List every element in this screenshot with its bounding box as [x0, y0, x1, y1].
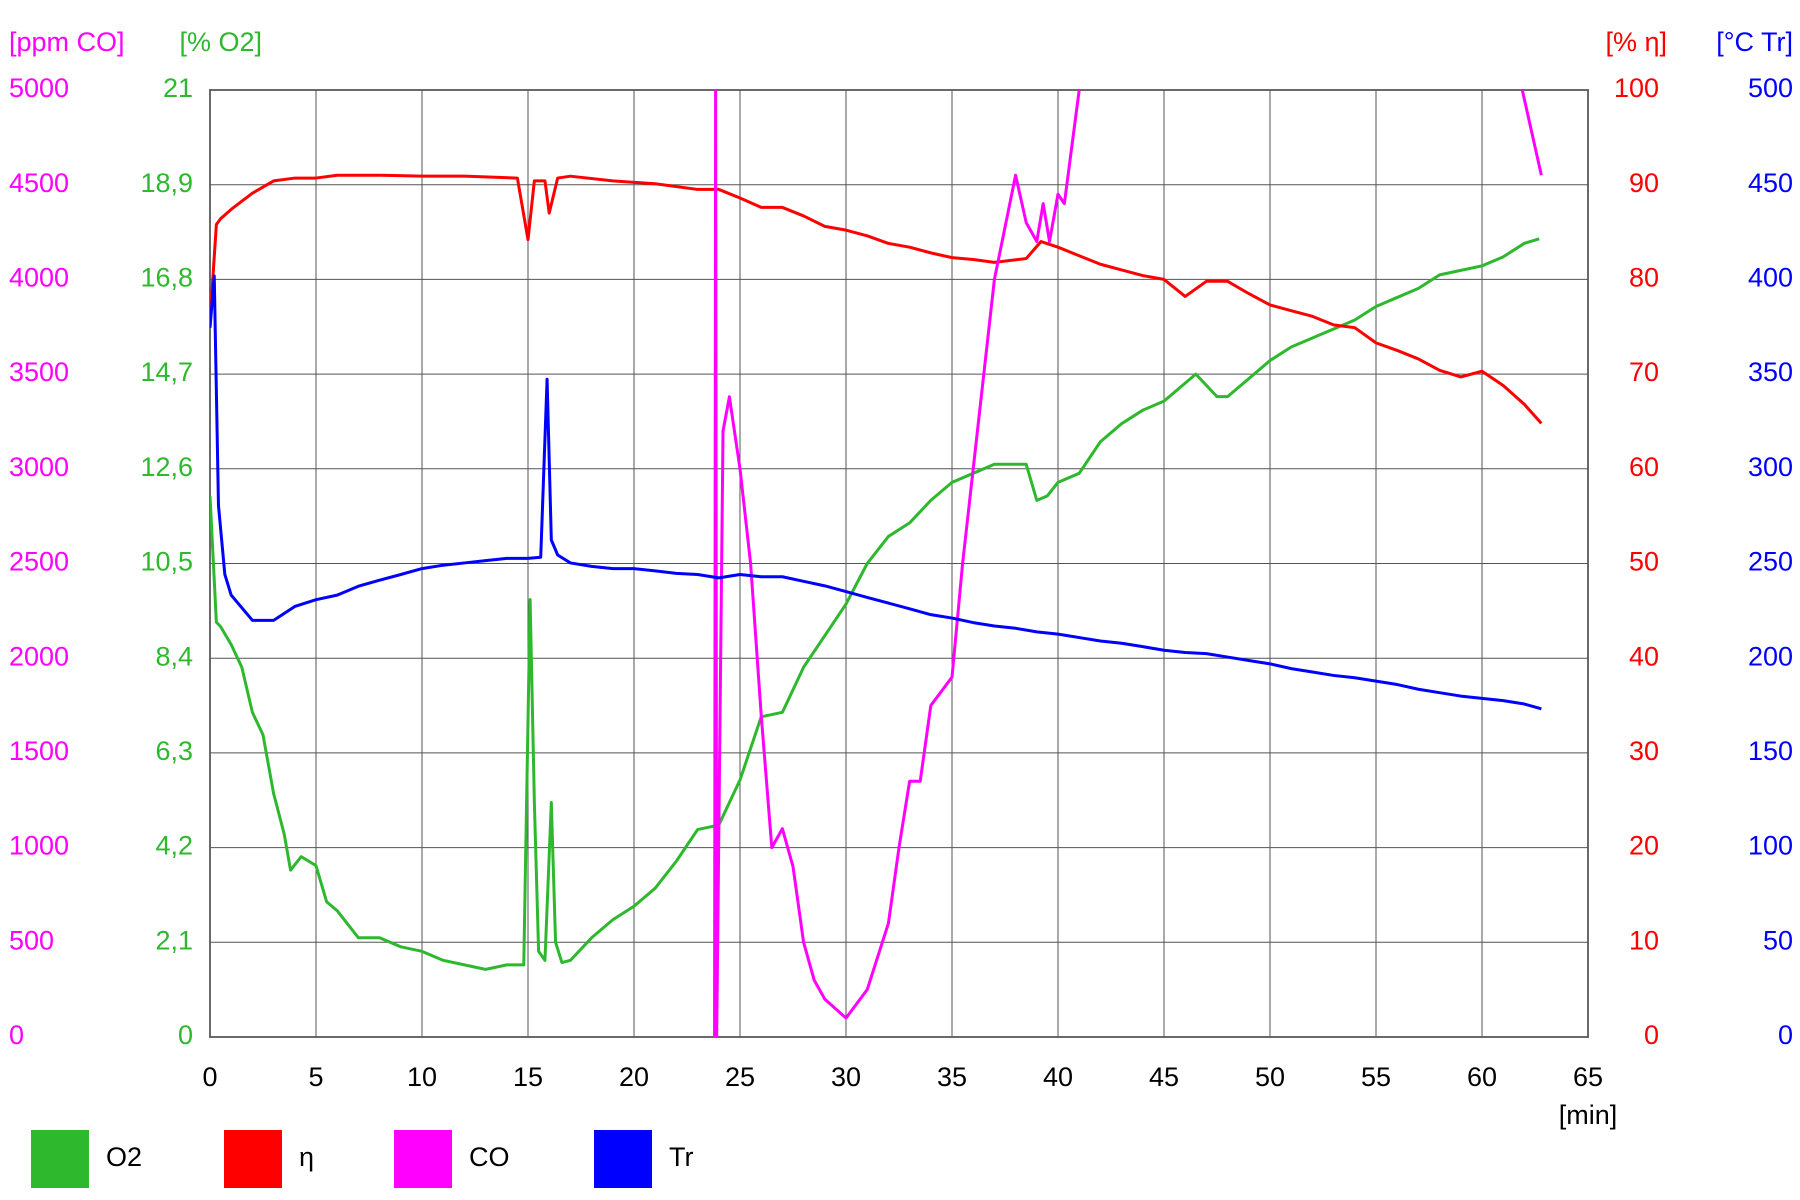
x-tick-label: 40	[1043, 1062, 1073, 1092]
y4-tick-label: 500	[1748, 73, 1793, 103]
y-tick-label: 2000	[9, 641, 69, 671]
y2-tick-label: 18,9	[140, 168, 193, 198]
legend-label: CO	[469, 1142, 510, 1172]
y3-tick-label: 100	[1614, 73, 1659, 103]
y-tick-label: 2500	[9, 547, 69, 577]
y3-tick-label: 0	[1644, 1020, 1659, 1050]
y4-tick-label: 0	[1778, 1020, 1793, 1050]
y2-tick-label: 16,8	[140, 263, 193, 293]
x-tick-label: 20	[619, 1062, 649, 1092]
x-tick-label: 55	[1361, 1062, 1391, 1092]
y2-axis-label: [% O2]	[179, 27, 262, 57]
y4-axis-label: [°C Tr]	[1716, 27, 1793, 57]
x-tick-label: 25	[725, 1062, 755, 1092]
legend-swatch	[594, 1130, 652, 1188]
y3-tick-label: 60	[1629, 452, 1659, 482]
y3-axis-label: [% η]	[1605, 27, 1667, 57]
y-tick-label: 1500	[9, 736, 69, 766]
y3-tick-label: 50	[1629, 547, 1659, 577]
y3-tick-label: 80	[1629, 263, 1659, 293]
y2-tick-label: 10,5	[140, 547, 193, 577]
legend-swatch	[31, 1130, 89, 1188]
y2-tick-label: 21	[163, 73, 193, 103]
y3-tick-label: 10	[1629, 925, 1659, 955]
y4-tick-label: 200	[1748, 641, 1793, 671]
y3-tick-label: 70	[1629, 357, 1659, 387]
x-tick-label: 60	[1467, 1062, 1497, 1092]
y4-tick-label: 50	[1763, 925, 1793, 955]
x-tick-label: 65	[1573, 1062, 1603, 1092]
x-tick-label: 50	[1255, 1062, 1285, 1092]
y4-tick-label: 100	[1748, 831, 1793, 861]
y3-tick-label: 90	[1629, 168, 1659, 198]
y2-tick-label: 4,2	[155, 831, 193, 861]
series-layer	[210, 90, 1543, 1037]
y-tick-label: 4500	[9, 168, 69, 198]
legend-swatch	[224, 1130, 282, 1188]
y-tick-label: 3500	[9, 357, 69, 387]
x-axis-label: [min]	[1559, 1100, 1618, 1130]
legend-swatch	[394, 1130, 452, 1188]
y-axis-label: [ppm CO]	[9, 27, 125, 57]
y3-tick-label: 40	[1629, 641, 1659, 671]
y3-tick-label: 30	[1629, 736, 1659, 766]
x-tick-label: 30	[831, 1062, 861, 1092]
y4-tick-label: 400	[1748, 263, 1793, 293]
y4-tick-label: 450	[1748, 168, 1793, 198]
x-tick-label: 0	[202, 1062, 217, 1092]
y2-tick-label: 8,4	[155, 641, 193, 671]
x-tick-label: 5	[308, 1062, 323, 1092]
y3-tick-label: 20	[1629, 831, 1659, 861]
y2-tick-label: 2,1	[155, 925, 193, 955]
y2-tick-label: 6,3	[155, 736, 193, 766]
y2-tick-label: 0	[178, 1020, 193, 1050]
y4-tick-label: 150	[1748, 736, 1793, 766]
y-tick-label: 5000	[9, 73, 69, 103]
legend-label: Tr	[669, 1142, 693, 1172]
y-tick-label: 1000	[9, 831, 69, 861]
y2-tick-label: 12,6	[140, 452, 193, 482]
x-tick-label: 35	[937, 1062, 967, 1092]
y2-tick-label: 14,7	[140, 357, 193, 387]
y-tick-label: 0	[9, 1020, 24, 1050]
y-tick-label: 500	[9, 925, 54, 955]
y4-tick-label: 250	[1748, 547, 1793, 577]
y4-tick-label: 350	[1748, 357, 1793, 387]
y-tick-label: 3000	[9, 452, 69, 482]
series-line	[210, 237, 1540, 971]
labels: 0 5 10 15 20 25 30 35 40 45 50 55 60 65[min]050010001…	[9, 27, 1793, 1188]
legend-label: η	[299, 1142, 314, 1172]
y4-tick-label: 300	[1748, 452, 1793, 482]
series-line	[713, 90, 1543, 1037]
series-line	[210, 173, 1543, 425]
series-line	[210, 274, 1542, 711]
legend-label: O2	[106, 1142, 142, 1172]
y-tick-label: 4000	[9, 263, 69, 293]
x-tick-label: 45	[1149, 1062, 1179, 1092]
x-tick-label: 10	[407, 1062, 437, 1092]
x-tick-label: 15	[513, 1062, 543, 1092]
